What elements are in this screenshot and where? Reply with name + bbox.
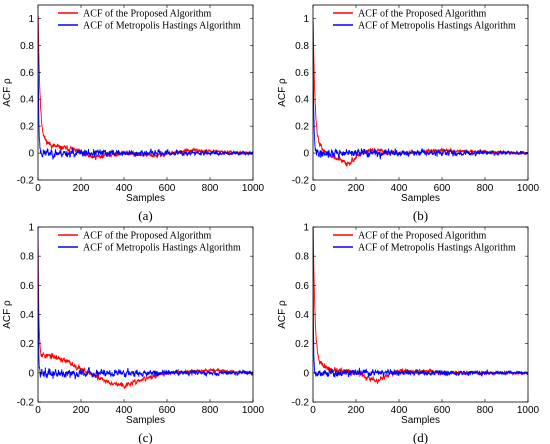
x-tick-label: 0 xyxy=(310,405,316,416)
y-tick-label: 1 xyxy=(303,14,309,25)
y-tick-label: 0.4 xyxy=(20,310,34,321)
y-tick-label: 0.8 xyxy=(295,41,309,52)
subfigure-caption: (d) xyxy=(413,430,428,444)
subfigure-caption: (b) xyxy=(413,208,428,223)
y-tick-label: 0.2 xyxy=(295,339,309,350)
x-tick-label: 400 xyxy=(116,183,133,194)
y-tick-label: 0.8 xyxy=(20,41,34,52)
x-tick-label: 600 xyxy=(159,183,176,194)
x-tick-label: 1000 xyxy=(242,405,265,416)
x-tick-label: 200 xyxy=(348,183,365,194)
subfigure-caption: (c) xyxy=(138,430,152,444)
legend-label-metropolis-hastings: ACF of Metropolis Hastings Algorithm xyxy=(83,243,241,254)
series-line-metropolis-hastings xyxy=(38,227,253,380)
y-tick-label: 0 xyxy=(28,149,34,160)
y-tick-label: 0.2 xyxy=(20,339,34,350)
chart-a: 0 200 400 600 800 1000-0.200.20.40.60.81Sampl… xyxy=(2,4,265,223)
x-axis-label: Samples xyxy=(401,193,440,204)
chart-d: 0 200 400 600 800 1000-0.200.20.40.60.81Sampl… xyxy=(277,223,540,444)
y-axis-label: ACF ρ xyxy=(277,78,288,107)
x-tick-label: 600 xyxy=(159,405,176,416)
y-tick-label: 0.8 xyxy=(20,252,34,263)
y-tick-label: 0 xyxy=(303,368,309,379)
x-tick-label: 800 xyxy=(477,405,494,416)
x-tick-label: 400 xyxy=(391,405,408,416)
x-tick-label: 800 xyxy=(202,183,219,194)
x-tick-label: 0 xyxy=(35,405,41,416)
x-tick-label: 1000 xyxy=(517,405,540,416)
y-tick-label: 0 xyxy=(303,149,309,160)
y-tick-label: 1 xyxy=(303,223,309,234)
x-tick-label: 600 xyxy=(434,405,451,416)
y-tick-label: 0.6 xyxy=(295,281,309,292)
x-tick-label: 0 xyxy=(35,183,41,194)
y-axis-label: ACF ρ xyxy=(2,300,13,329)
y-tick-label: 0.6 xyxy=(20,281,34,292)
legend-label-metropolis-hastings: ACF of Metropolis Hastings Algorithm xyxy=(358,243,516,254)
series-line-metropolis-hastings xyxy=(313,227,528,379)
x-tick-label: 600 xyxy=(434,183,451,194)
x-tick-label: 200 xyxy=(73,183,90,194)
x-tick-label: 0 xyxy=(310,183,316,194)
chart-c: 0 200 400 600 800 1000-0.200.20.40.60.81Sampl… xyxy=(2,223,265,444)
y-tick-label: 0.2 xyxy=(295,122,309,133)
y-tick-label: 0.4 xyxy=(295,310,309,321)
y-tick-label: 0.8 xyxy=(295,252,309,263)
y-tick-label: -0.2 xyxy=(17,176,35,187)
y-tick-label: 0 xyxy=(28,368,34,379)
y-tick-label: 0.2 xyxy=(20,122,34,133)
x-tick-label: 200 xyxy=(348,405,365,416)
y-tick-label: 0.6 xyxy=(295,68,309,79)
plot-frame xyxy=(37,4,254,181)
x-axis-label: Samples xyxy=(401,415,440,426)
x-axis-label: Samples xyxy=(126,415,165,426)
y-tick-label: 0.6 xyxy=(20,68,34,79)
legend-label-proposed: ACF of the Proposed Algorithm xyxy=(358,9,487,20)
series-line-metropolis-hastings xyxy=(38,18,253,160)
x-tick-label: 400 xyxy=(116,405,133,416)
y-tick-label: -0.2 xyxy=(17,398,35,409)
y-tick-label: 0.4 xyxy=(295,95,309,106)
y-tick-label: 1 xyxy=(28,223,34,234)
legend-label-proposed: ACF of the Proposed Algorithm xyxy=(83,231,212,242)
y-axis-label: ACF ρ xyxy=(2,78,13,107)
x-tick-label: 800 xyxy=(477,183,494,194)
series-line-proposed xyxy=(313,18,528,167)
x-tick-label: 1000 xyxy=(517,183,540,194)
x-tick-label: 1000 xyxy=(242,183,265,194)
legend-label-proposed: ACF of the Proposed Algorithm xyxy=(83,9,212,20)
x-axis-label: Samples xyxy=(126,193,165,204)
y-axis-label: ACF ρ xyxy=(277,300,288,329)
y-tick-label: 1 xyxy=(28,14,34,25)
chart-b: 0 200 400 600 800 1000-0.200.20.40.60.81Sampl… xyxy=(277,4,540,223)
plot-frame xyxy=(312,4,529,181)
subfigure-caption: (a) xyxy=(138,208,152,223)
series-line-proposed xyxy=(38,15,253,161)
series-line-proposed xyxy=(38,227,253,389)
y-tick-label: 0.4 xyxy=(20,95,34,106)
series-line-metropolis-hastings xyxy=(313,18,528,161)
legend-label-metropolis-hastings: ACF of Metropolis Hastings Algorithm xyxy=(83,21,241,32)
y-tick-label: -0.2 xyxy=(292,398,310,409)
y-tick-label: -0.2 xyxy=(292,176,310,187)
x-tick-label: 200 xyxy=(73,405,90,416)
x-tick-label: 800 xyxy=(202,405,219,416)
x-tick-label: 400 xyxy=(391,183,408,194)
legend-label-proposed: ACF of the Proposed Algorithm xyxy=(358,231,487,242)
legend-label-metropolis-hastings: ACF of Metropolis Hastings Algorithm xyxy=(358,21,516,32)
